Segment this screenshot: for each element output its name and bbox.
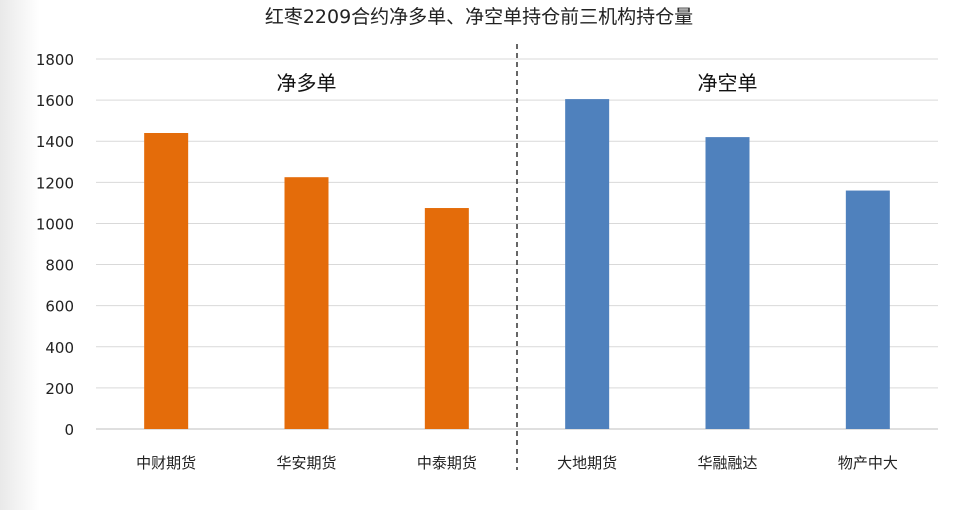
bar bbox=[845, 190, 890, 429]
bar bbox=[284, 177, 329, 429]
group-label: 净空单 bbox=[698, 71, 758, 95]
x-tick-label: 华融融达 bbox=[697, 454, 757, 472]
x-tick-label: 中财期货 bbox=[136, 454, 196, 472]
x-tick-label: 大地期货 bbox=[557, 454, 617, 472]
y-axis-ticks: 0 200 400 600 800 1000 1200 1400 1600 1800 bbox=[36, 51, 74, 439]
group-label: 净多单 bbox=[277, 71, 337, 95]
bar bbox=[705, 137, 750, 429]
chart-title: 红枣2209合约净多单、净空单持仓前三机构持仓量 bbox=[264, 6, 694, 28]
y-tick-label: 1400 bbox=[36, 133, 74, 151]
y-tick-label: 600 bbox=[45, 298, 74, 316]
y-tick-label: 0 bbox=[64, 421, 74, 439]
x-axis-labels: 中财期货 华安期货 中泰期货 大地期货 华融融达 物产中大 bbox=[136, 454, 898, 472]
bar bbox=[565, 99, 610, 429]
bar bbox=[424, 208, 469, 429]
left-edge-shade bbox=[0, 0, 40, 510]
y-tick-label: 200 bbox=[45, 380, 74, 398]
y-tick-label: 1200 bbox=[36, 174, 74, 192]
bar bbox=[144, 133, 189, 429]
y-tick-label: 1600 bbox=[36, 92, 74, 110]
x-tick-label: 华安期货 bbox=[276, 454, 336, 472]
y-tick-label: 1800 bbox=[36, 51, 74, 69]
y-tick-label: 1000 bbox=[36, 215, 74, 233]
y-tick-label: 800 bbox=[45, 257, 74, 275]
x-tick-label: 中泰期货 bbox=[417, 454, 477, 472]
y-tick-label: 400 bbox=[45, 339, 74, 357]
x-tick-label: 物产中大 bbox=[838, 454, 898, 472]
bars bbox=[144, 99, 890, 429]
group-labels: 净多单 净空单 bbox=[277, 44, 758, 470]
